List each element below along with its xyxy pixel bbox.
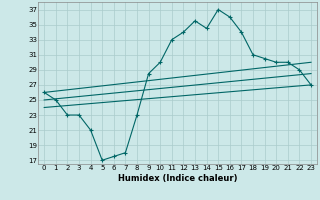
X-axis label: Humidex (Indice chaleur): Humidex (Indice chaleur) [118, 174, 237, 183]
